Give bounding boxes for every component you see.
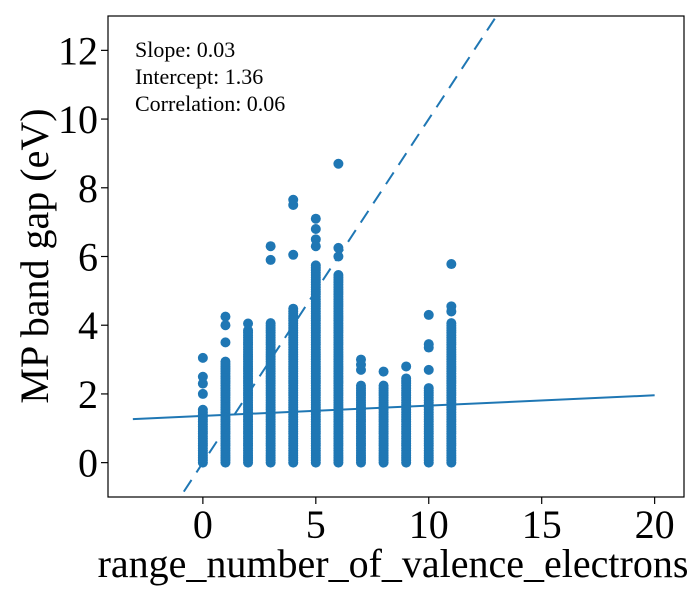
data-point	[243, 325, 254, 336]
data-point	[310, 260, 321, 271]
data-point	[288, 249, 299, 260]
data-point	[220, 356, 231, 367]
correlation-annotation: Correlation: 0.06	[135, 91, 285, 116]
data-point	[310, 234, 321, 245]
x-axis-label: range_number_of_valence_electrons	[98, 541, 689, 586]
plot-area	[132, 16, 655, 497]
data-point	[197, 388, 208, 399]
data-point	[310, 213, 321, 224]
regression-fit-line	[132, 394, 655, 421]
data-point	[288, 194, 299, 205]
data-point	[401, 373, 412, 384]
y-tick-label: 2	[78, 372, 98, 417]
data-point	[423, 383, 434, 394]
identity-dashed-line	[179, 16, 498, 497]
data-point	[423, 364, 434, 375]
data-point	[333, 270, 344, 281]
data-point	[423, 339, 434, 350]
data-point	[265, 254, 276, 265]
x-tick-label: 5	[306, 502, 326, 547]
data-point	[265, 241, 276, 252]
data-point	[288, 303, 299, 314]
data-point	[197, 378, 208, 389]
data-point	[446, 318, 457, 329]
y-tick-label: 10	[58, 97, 98, 142]
x-tick-label: 20	[635, 502, 675, 547]
data-point	[220, 337, 231, 348]
data-point	[220, 320, 231, 331]
data-point	[446, 301, 457, 312]
x-tick-label: 0	[193, 502, 213, 547]
data-point	[265, 318, 276, 329]
data-point	[378, 380, 389, 391]
intercept-annotation: Intercept: 1.36	[135, 64, 263, 89]
data-point	[355, 354, 366, 365]
data-point	[355, 380, 366, 391]
data-point	[310, 241, 321, 252]
data-point	[401, 361, 412, 372]
scatter-points	[197, 158, 457, 468]
data-point	[197, 352, 208, 363]
y-axis-label: MP band gap (eV)	[12, 108, 57, 403]
data-point	[423, 309, 434, 320]
y-tick-label: 4	[78, 303, 98, 348]
x-tick-label: 15	[522, 502, 562, 547]
data-point	[333, 158, 344, 169]
data-point	[378, 366, 389, 377]
y-tick-label: 6	[78, 235, 98, 280]
data-point	[310, 224, 321, 235]
x-axis: 0 5 10 15 20	[193, 497, 675, 547]
data-point	[446, 259, 457, 270]
data-point	[220, 311, 231, 322]
data-point	[197, 371, 208, 382]
data-point	[333, 242, 344, 253]
y-tick-label: 12	[58, 28, 98, 73]
slope-annotation: Slope: 0.03	[135, 37, 235, 62]
y-axis: 0 2 4 6 8 10 12	[58, 28, 108, 486]
x-tick-label: 10	[409, 502, 449, 547]
data-point	[243, 318, 254, 329]
y-tick-label: 0	[78, 441, 98, 486]
data-point	[197, 404, 208, 415]
y-tick-label: 8	[78, 166, 98, 211]
